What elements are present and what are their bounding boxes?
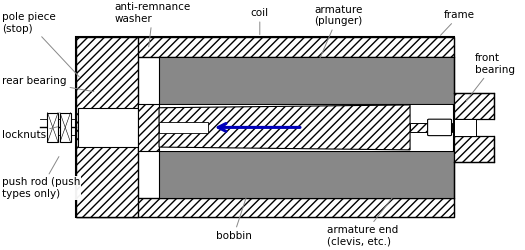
- Text: locknuts: locknuts: [2, 127, 58, 140]
- Polygon shape: [60, 112, 70, 142]
- FancyBboxPatch shape: [427, 119, 452, 136]
- Polygon shape: [454, 119, 476, 136]
- Polygon shape: [76, 37, 454, 218]
- Text: anti-remnance
washer: anti-remnance washer: [114, 2, 191, 47]
- Text: armature end
(clevis, etc.): armature end (clevis, etc.): [327, 190, 398, 246]
- Polygon shape: [159, 105, 410, 150]
- Polygon shape: [76, 198, 454, 218]
- Polygon shape: [454, 93, 494, 119]
- Polygon shape: [410, 123, 452, 132]
- Polygon shape: [76, 37, 138, 218]
- Polygon shape: [159, 122, 208, 133]
- Text: push rod (push
types only): push rod (push types only): [2, 156, 80, 199]
- Polygon shape: [159, 104, 451, 151]
- Text: front
bearing: front bearing: [466, 53, 515, 101]
- Text: rear bearing: rear bearing: [2, 76, 94, 92]
- Polygon shape: [138, 104, 159, 151]
- Text: bobbin: bobbin: [216, 198, 251, 241]
- Polygon shape: [454, 136, 494, 162]
- Polygon shape: [159, 57, 454, 104]
- Polygon shape: [76, 37, 454, 57]
- Text: frame: frame: [440, 10, 475, 35]
- Polygon shape: [47, 112, 58, 142]
- Text: pole piece
(stop): pole piece (stop): [2, 12, 79, 77]
- Polygon shape: [78, 108, 138, 147]
- Text: coil: coil: [251, 8, 269, 34]
- Text: armature
(plunger): armature (plunger): [314, 5, 363, 69]
- Polygon shape: [159, 151, 454, 198]
